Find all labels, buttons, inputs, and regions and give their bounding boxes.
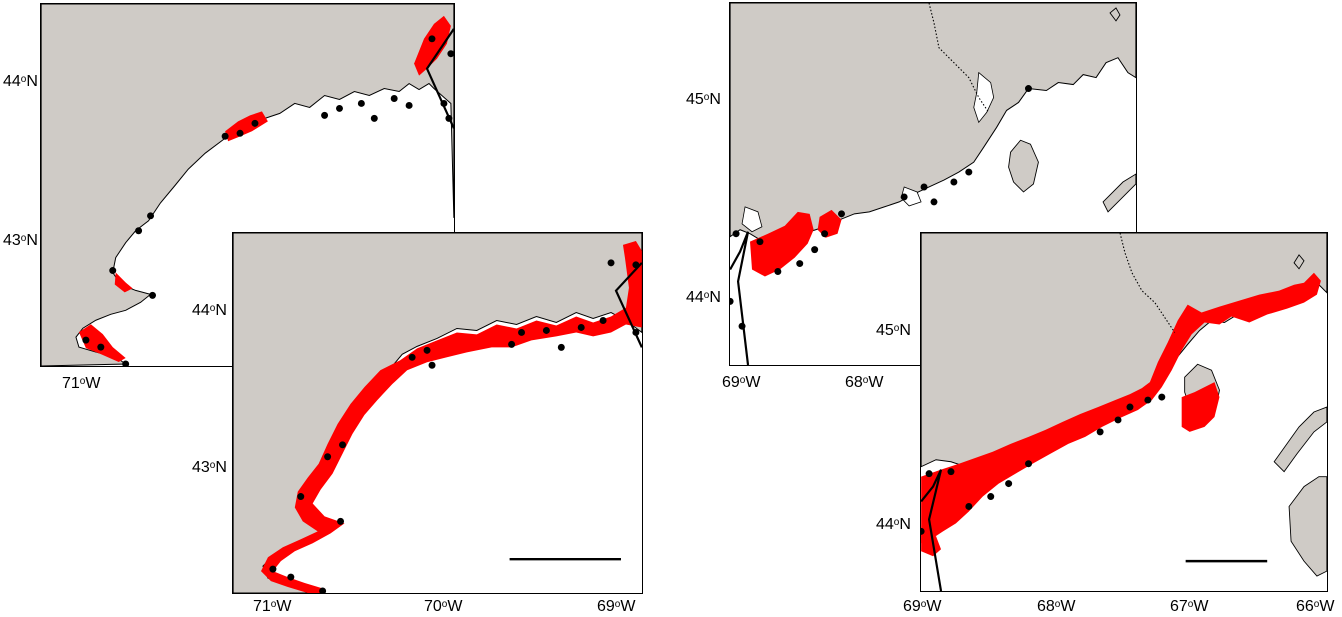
- inundation-area: [225, 111, 268, 142]
- island: [1008, 139, 1039, 193]
- lon-label: 69oW: [722, 374, 761, 391]
- station-markers: [82, 35, 454, 366]
- lon-label: 67oW: [1170, 598, 1209, 615]
- station-markers: [730, 85, 1032, 330]
- lon-label: 68oW: [845, 374, 884, 391]
- map-east-small: [730, 3, 1136, 365]
- lat-label: 43oN: [192, 459, 227, 476]
- inundation-area: [921, 531, 942, 557]
- island: [1109, 7, 1121, 22]
- island: [1273, 406, 1327, 473]
- inundation-area: [1181, 382, 1220, 432]
- border-line: [425, 28, 454, 129]
- island: [1288, 476, 1327, 577]
- lon-label: 71oW: [253, 598, 292, 615]
- lon-label: 68oW: [1037, 598, 1076, 615]
- lon-label: 66oW: [1296, 598, 1335, 615]
- map-east-large: [921, 233, 1327, 591]
- lat-label: 44oN: [192, 302, 227, 319]
- lon-label: 69oW: [903, 598, 942, 615]
- mainland: [921, 233, 1327, 471]
- lon-label: 69oW: [597, 598, 636, 615]
- island: [1102, 173, 1136, 213]
- lat-label: 43oN: [3, 232, 38, 249]
- lon-label: 70oW: [424, 598, 463, 615]
- inundation-area: [78, 324, 126, 363]
- lat-label: 44oN: [876, 516, 911, 533]
- border-line: [614, 262, 642, 348]
- mainland: [41, 4, 454, 366]
- inundation-area: [414, 15, 451, 76]
- inundation-area: [750, 211, 814, 277]
- lat-label: 44oN: [686, 289, 721, 306]
- inlet: [741, 206, 763, 233]
- mainland: [233, 233, 642, 593]
- map-west-large: [233, 233, 642, 593]
- lat-label: 45oN: [876, 322, 911, 339]
- inundation-area: [114, 272, 133, 293]
- border-line: [1119, 233, 1176, 333]
- station-markers: [269, 259, 640, 593]
- lat-label: 44oN: [3, 73, 38, 90]
- map-west-small: [41, 4, 454, 366]
- inundation-area: [921, 272, 1321, 544]
- island: [1293, 254, 1305, 270]
- border-line: [928, 3, 990, 113]
- inlet: [973, 71, 995, 124]
- border-line: [921, 469, 943, 591]
- lon-label: 71oW: [62, 375, 101, 392]
- mainland: [730, 3, 1136, 248]
- lat-label: 45oN: [686, 91, 721, 108]
- border-line: [730, 231, 750, 365]
- map-panel-west-large: [232, 232, 643, 594]
- map-panel-east-large: [920, 232, 1328, 592]
- station-markers: [921, 393, 1166, 535]
